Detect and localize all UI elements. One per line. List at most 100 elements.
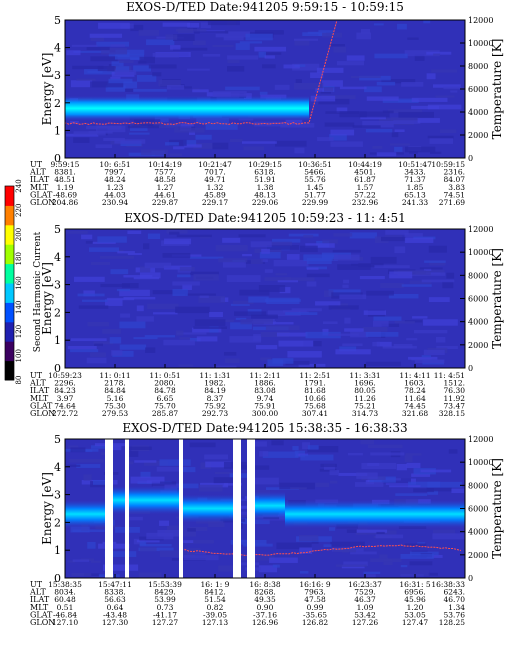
colorbar-tick-label: 180 bbox=[15, 252, 23, 265]
row-value: 11: 0:51 bbox=[149, 371, 180, 380]
row-value: 1603. bbox=[404, 379, 425, 388]
y2-tick-label: 8000 bbox=[468, 62, 488, 71]
y-tick-label: 4 bbox=[54, 42, 61, 55]
row-value: 10: 6:51 bbox=[99, 160, 130, 169]
row-value: 16: 1: 9 bbox=[201, 580, 230, 589]
row-value: 272.72 bbox=[52, 409, 78, 418]
colorbar-tick-label: 160 bbox=[15, 276, 23, 289]
row-label: GLAT bbox=[30, 190, 53, 199]
y-tick-label: 1 bbox=[54, 544, 61, 557]
row-value: 0.99 bbox=[307, 603, 324, 612]
row-value: 53.05 bbox=[404, 610, 426, 619]
row-value: 53.99 bbox=[154, 595, 176, 604]
y-tick-label: 3 bbox=[54, 69, 61, 82]
row-value: 8338. bbox=[104, 588, 125, 597]
energy-band bbox=[285, 500, 465, 529]
row-value: 46.37 bbox=[354, 595, 376, 604]
row-value: 16:23:37 bbox=[348, 580, 382, 589]
row-value: 44.03 bbox=[104, 190, 126, 199]
row-value: 6.65 bbox=[157, 394, 174, 403]
row-value: 7529. bbox=[354, 588, 375, 597]
row-value: 1.45 bbox=[307, 183, 324, 192]
row-value: 292.73 bbox=[202, 409, 228, 418]
colorbar-frame bbox=[4, 185, 15, 381]
row-label: GLAT bbox=[30, 610, 53, 619]
row-value: 11: 1:31 bbox=[199, 371, 230, 380]
colorbar-segment bbox=[5, 360, 14, 381]
row-value: 75.21 bbox=[354, 401, 375, 410]
row-value: 0.73 bbox=[157, 603, 174, 612]
row-value: 45.89 bbox=[204, 190, 226, 199]
colorbar-segment bbox=[5, 263, 14, 284]
colorbar-tick-label: 200 bbox=[15, 228, 23, 241]
row-value: 1.38 bbox=[257, 183, 274, 192]
row-value: 3433. bbox=[404, 168, 425, 177]
row-value: 48.58 bbox=[154, 175, 176, 184]
row-value: 3.97 bbox=[57, 394, 74, 403]
y-tick-label: 3 bbox=[54, 489, 61, 502]
row-value: 10:36:51 bbox=[298, 160, 332, 169]
row-value: 9:59:15 bbox=[51, 160, 80, 169]
y-axis-label: Energy [eV] bbox=[40, 472, 54, 545]
orbit-table: UT 15:38:35 15:47:11 15:53:39 16: 1: 9 16: 8:… bbox=[29, 580, 465, 627]
row-value: 75.91 bbox=[254, 401, 275, 410]
row-value: 1.19 bbox=[57, 183, 74, 192]
y-axis-label: Energy [eV] bbox=[40, 53, 54, 126]
row-value: 16: 8:38 bbox=[249, 580, 281, 589]
row-value: 11.92 bbox=[444, 394, 466, 403]
row-value: 307.41 bbox=[302, 409, 328, 418]
row-value: 126.82 bbox=[302, 618, 328, 627]
energy-band bbox=[65, 95, 309, 121]
data-gap bbox=[105, 439, 113, 578]
data-gap bbox=[247, 439, 255, 578]
energy-band bbox=[113, 486, 179, 515]
row-value: 4501. bbox=[354, 168, 375, 177]
row-value: 5.16 bbox=[107, 394, 124, 403]
row-label: ILAT bbox=[30, 595, 50, 604]
row-value: 8.37 bbox=[207, 394, 224, 403]
row-value: 51.91 bbox=[254, 175, 275, 184]
colorbar-tick-label: 80 bbox=[15, 376, 23, 385]
y-tick-label: 1 bbox=[54, 334, 61, 347]
y2-tick-label: 2000 bbox=[468, 551, 488, 560]
row-value: 314.73 bbox=[352, 409, 378, 418]
y2-tick-label: 4000 bbox=[468, 528, 488, 537]
row-value: 2296. bbox=[54, 379, 75, 388]
row-value: 8268. bbox=[254, 588, 275, 597]
row-label: ILAT bbox=[30, 175, 50, 184]
row-value: 1.23 bbox=[107, 183, 124, 192]
y2-tick-label: 6000 bbox=[468, 505, 488, 514]
row-value: 75.70 bbox=[154, 401, 176, 410]
row-value: 74.51 bbox=[444, 190, 465, 199]
row-value: 1.27 bbox=[157, 183, 174, 192]
row-value: 1.57 bbox=[357, 183, 374, 192]
colorbar-tick-label: 140 bbox=[15, 301, 23, 314]
panel-title: EXOS-D/TED Date:941205 10:59:23 - 11: 4:… bbox=[124, 211, 406, 225]
row-value: 229.17 bbox=[202, 198, 228, 207]
y-tick-label: 2 bbox=[54, 97, 61, 110]
row-value: 1696. bbox=[354, 379, 375, 388]
row-value: 10:29:15 bbox=[248, 160, 282, 169]
y2-tick-label: 8000 bbox=[468, 481, 488, 490]
row-label: GLON bbox=[30, 618, 55, 627]
row-value: 71.37 bbox=[404, 175, 426, 184]
row-label: ALT bbox=[29, 168, 46, 177]
y-tick-label: 5 bbox=[54, 223, 61, 236]
row-value: 5466. bbox=[304, 168, 325, 177]
colorbar-tick-label: 100 bbox=[15, 349, 23, 362]
row-label: MLT bbox=[30, 394, 49, 403]
row-value: 11.26 bbox=[354, 394, 376, 403]
row-value: 48.24 bbox=[104, 175, 126, 184]
temperature-trace bbox=[64, 19, 338, 126]
row-value: 7963. bbox=[304, 588, 325, 597]
row-value: 53.76 bbox=[444, 610, 466, 619]
row-value: 8429. bbox=[154, 588, 175, 597]
row-value: 279.53 bbox=[102, 409, 128, 418]
row-value: 16:16: 9 bbox=[299, 580, 331, 589]
colorbar-tick-label: 240 bbox=[15, 179, 23, 192]
row-value: 230.94 bbox=[102, 198, 128, 207]
row-value: 10:51:47 bbox=[398, 160, 432, 169]
row-value: 75.68 bbox=[304, 401, 326, 410]
row-value: 84.07 bbox=[444, 175, 466, 184]
y2-axis-label: Temperature [K] bbox=[490, 39, 504, 140]
